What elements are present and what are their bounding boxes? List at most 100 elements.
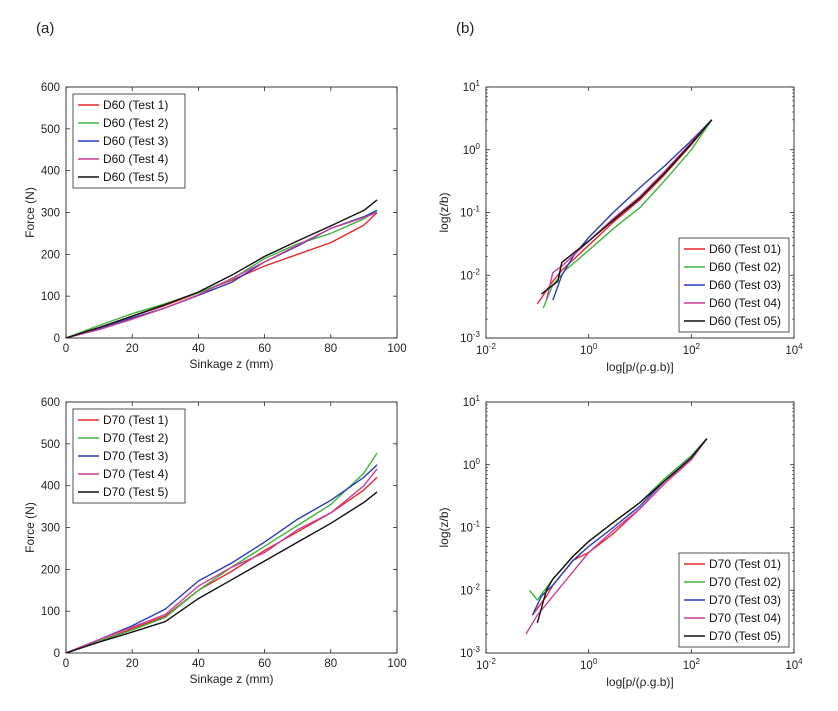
legend-entry-label: D70 (Test 01)	[709, 557, 781, 571]
x-axis-label: Sinkage z (mm)	[189, 672, 273, 686]
y-tick-label: 101	[463, 394, 481, 409]
x-tick-label: 100	[580, 657, 598, 672]
x-tick-exponent: 2	[696, 342, 701, 351]
legend-entry-label: D60 (Test 5)	[103, 170, 168, 184]
legend-entry-label: D60 (Test 1)	[103, 98, 168, 112]
legend-entry-label: D60 (Test 05)	[709, 314, 781, 328]
y-tick-exponent: -3	[473, 330, 481, 339]
y-tick-label: 200	[41, 564, 60, 576]
x-tick-label: 102	[683, 342, 701, 357]
chart-3: 0 20 40 60 80 100 0 100 200 300 400 500 600 Sinkage z…	[23, 397, 407, 686]
x-tick-exponent: 0	[593, 342, 598, 351]
panel-label-a: (a)	[36, 20, 55, 37]
y-tick-exponent: 0	[476, 142, 481, 151]
x-tick-label: 60	[258, 343, 271, 355]
legend-entry-label: D70 (Test 03)	[709, 593, 781, 607]
x-tick-label: 60	[258, 658, 271, 670]
legend-entry-label: D60 (Test 2)	[103, 116, 168, 130]
x-axis-label: Sinkage z (mm)	[189, 357, 273, 371]
y-tick-exponent: -2	[473, 267, 481, 276]
series-line-1	[66, 476, 378, 653]
chart-1: 0 20 40 60 80 100 0 100 200 300 400 500 600 Sinkage z…	[23, 82, 407, 371]
series-line-3	[66, 464, 378, 653]
chart-4: 10-2 100 102 10410-310-210-1100101log[p/(ρ.…	[437, 394, 803, 689]
y-tick-label: 10-1	[460, 205, 480, 220]
legend-entry-label: D70 (Test 1)	[103, 413, 168, 427]
y-axis-label: log(z/b)	[437, 192, 451, 232]
series-line-4	[525, 438, 708, 635]
y-axis-label: log(z/b)	[437, 507, 451, 547]
x-tick-label: 20	[126, 658, 139, 670]
series-line-2	[542, 119, 713, 309]
y-tick-exponent: 1	[476, 79, 481, 88]
legend: D60 (Test 01) D60 (Test 02) D60 (Test 03) D…	[678, 237, 790, 333]
series-group	[66, 452, 378, 653]
y-tick-exponent: -2	[473, 582, 481, 591]
y-tick-exponent: 0	[476, 457, 481, 466]
y-tick-exponent: -1	[473, 520, 481, 529]
series-line-5	[540, 119, 713, 295]
chart-2: 10-2 100 102 10410-310-210-1100101log[p/(ρ.…	[437, 79, 803, 374]
y-tick-label: 100	[41, 291, 60, 303]
series-line-4	[66, 468, 378, 653]
legend-entry-label: D70 (Test 02)	[709, 575, 781, 589]
panel-label-b: (b)	[456, 20, 475, 37]
y-tick-label: 200	[41, 249, 60, 261]
series-line-1	[536, 119, 713, 305]
series-group	[536, 119, 713, 309]
x-tick-exponent: -2	[489, 657, 497, 666]
series-line-5	[66, 491, 378, 653]
x-tick-label: 80	[324, 343, 337, 355]
y-tick-label: 500	[41, 124, 60, 136]
y-tick-label: 100	[463, 142, 481, 157]
x-tick-label: 100	[580, 342, 598, 357]
legend-entry-label: D70 (Test 3)	[103, 449, 168, 463]
y-tick-label: 10-2	[460, 582, 480, 597]
y-tick-label: 300	[41, 523, 60, 535]
series-line-4	[545, 119, 713, 301]
x-tick-exponent: 0	[593, 657, 598, 666]
x-tick-label: 104	[785, 342, 803, 357]
legend: D70 (Test 1) D70 (Test 2) D70 (Test 3) D70 …	[72, 408, 186, 504]
x-tick-label: 20	[126, 343, 139, 355]
y-tick-exponent: -1	[473, 205, 481, 214]
legend-entry-label: D70 (Test 05)	[709, 629, 781, 643]
y-tick-label: 500	[41, 439, 60, 451]
y-tick-label: 300	[41, 208, 60, 220]
x-tick-label: 0	[63, 658, 69, 670]
x-tick-label: 0	[63, 343, 69, 355]
x-tick-label: 102	[683, 657, 701, 672]
legend-entry-label: D60 (Test 03)	[709, 278, 781, 292]
y-tick-label: 0	[54, 648, 60, 660]
legend-entry-label: D70 (Test 5)	[103, 485, 168, 499]
legend-entry-label: D60 (Test 01)	[709, 242, 781, 256]
y-tick-label: 400	[41, 166, 60, 178]
legend: D70 (Test 01) D70 (Test 02) D70 (Test 03) D…	[678, 552, 790, 648]
x-tick-label: 80	[324, 658, 337, 670]
legend: D60 (Test 1) D60 (Test 2) D60 (Test 3) D60 …	[72, 93, 186, 189]
y-tick-label: 600	[41, 82, 60, 94]
x-tick-exponent: -2	[489, 342, 497, 351]
y-tick-label: 0	[54, 333, 60, 345]
x-tick-label: 10-2	[476, 657, 496, 672]
x-tick-exponent: 2	[696, 657, 701, 666]
x-axis-label: log[p/(ρ.g.b)]	[606, 675, 674, 689]
y-axis-label: Force (N)	[23, 502, 37, 553]
legend-entry-label: D60 (Test 3)	[103, 134, 168, 148]
legend-entry-label: D70 (Test 04)	[709, 611, 781, 625]
y-tick-label: 101	[463, 79, 481, 94]
x-tick-exponent: 4	[798, 657, 803, 666]
x-axis-label: log[p/(ρ.g.b)]	[606, 360, 674, 374]
y-tick-exponent: 1	[476, 394, 481, 403]
series-group	[66, 199, 378, 338]
series-group	[525, 438, 708, 635]
legend-entry-label: D60 (Test 04)	[709, 296, 781, 310]
x-tick-label: 104	[785, 657, 803, 672]
y-axis-label: Force (N)	[23, 187, 37, 238]
series-line-3	[552, 119, 713, 301]
y-tick-label: 10-3	[460, 645, 480, 660]
x-tick-label: 10-2	[476, 342, 496, 357]
y-tick-label: 600	[41, 397, 60, 409]
legend-entry-label: D70 (Test 4)	[103, 467, 168, 481]
